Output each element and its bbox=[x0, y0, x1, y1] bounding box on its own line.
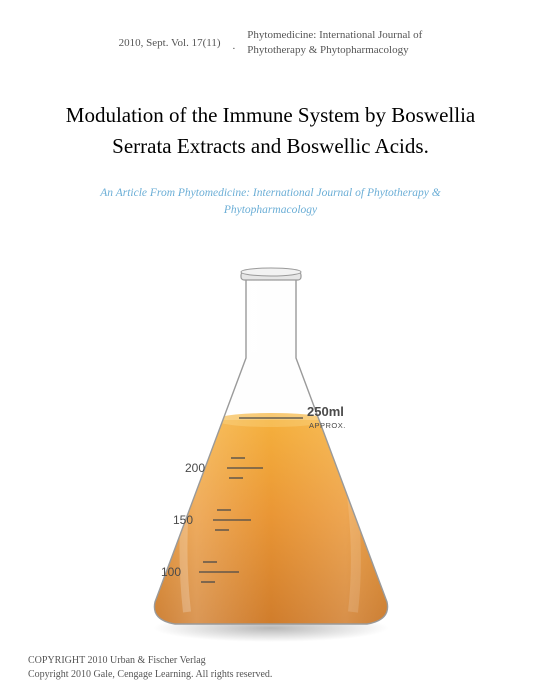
flask-label-250: 250ml bbox=[307, 404, 344, 419]
journal-line-1: Phytomedicine: International Journal of bbox=[247, 28, 422, 43]
article-subtitle: An Article From Phytomedicine: Internati… bbox=[60, 185, 481, 220]
flask-mark-100: 100 bbox=[160, 565, 180, 579]
journal-name: Phytomedicine: International Journal of … bbox=[247, 28, 422, 58]
flask-mark-150: 150 bbox=[172, 513, 192, 527]
journal-line-2: Phytotherapy & Phytopharmacology bbox=[247, 43, 422, 58]
header: 2010, Sept. Vol. 17(11) . Phytomedicine:… bbox=[0, 0, 541, 58]
copyright: COPYRIGHT 2010 Urban & Fischer Verlag Co… bbox=[28, 654, 272, 682]
article-title: Modulation of the Immune System by Boswe… bbox=[40, 100, 501, 163]
copyright-line-2: Copyright 2010 Gale, Cengage Learning. A… bbox=[28, 668, 272, 682]
flask-label-approx: APPROX. bbox=[309, 421, 346, 430]
flask-mark-200: 200 bbox=[184, 461, 204, 475]
flask-illustration: 250ml APPROX. 200 150 100 bbox=[131, 262, 411, 642]
issue-info: 2010, Sept. Vol. 17(11) bbox=[119, 37, 221, 49]
copyright-line-1: COPYRIGHT 2010 Urban & Fischer Verlag bbox=[28, 654, 272, 668]
separator-dot: . bbox=[233, 34, 236, 52]
